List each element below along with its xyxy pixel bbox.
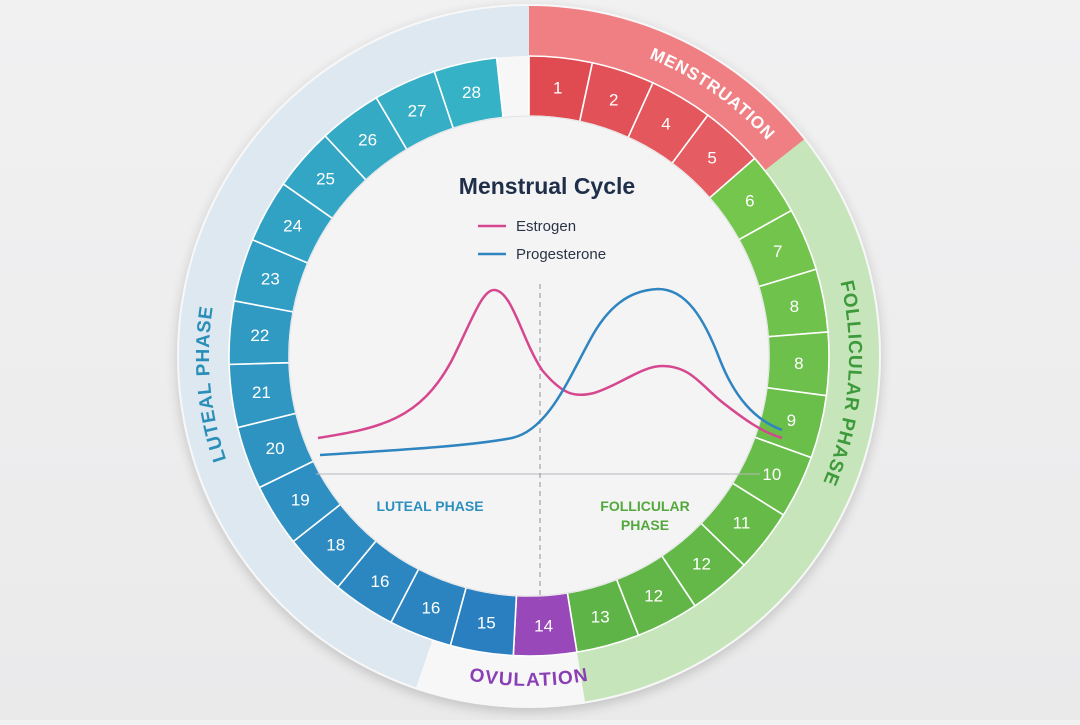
phase-bands	[179, 6, 880, 702]
band-luteal	[179, 6, 529, 688]
day-number: 26	[358, 131, 377, 150]
day-number: 11	[733, 514, 751, 533]
band-menstruation	[529, 6, 805, 171]
day-number: 20	[266, 439, 285, 458]
day-number: 9	[787, 411, 796, 430]
day-number: 5	[707, 149, 716, 168]
day-number: 6	[745, 192, 754, 211]
day-number: 1	[553, 79, 562, 98]
diagram-title: Menstrual Cycle	[459, 173, 635, 199]
day-number: 8	[790, 297, 799, 316]
legend-label-estrogen: Estrogen	[516, 218, 576, 235]
day-number: 28	[462, 83, 481, 102]
inner-panel	[288, 115, 770, 597]
day-number: 27	[408, 101, 427, 120]
day-number: 10	[762, 465, 781, 484]
legend: Estrogen Progesterone	[478, 218, 606, 263]
day-number: 2	[609, 91, 618, 110]
progesterone-curve	[319, 287, 783, 457]
day-number: 12	[692, 555, 711, 574]
day-number: 15	[477, 614, 496, 633]
inner-label-follicular-1: FOLLICULAR	[600, 498, 689, 514]
day-number: 25	[316, 170, 335, 189]
day-number: 24	[283, 217, 302, 236]
band-follicular	[576, 139, 880, 702]
day-number: 18	[326, 536, 345, 555]
day-number: 16	[421, 599, 440, 618]
estrogen-curve	[317, 288, 783, 440]
legend-label-progesterone: Progesterone	[516, 246, 606, 263]
day-number: 4	[661, 114, 670, 133]
day-number: 21	[252, 383, 271, 402]
inner-label-follicular-2: PHASE	[621, 517, 669, 533]
day-number: 13	[591, 607, 610, 626]
day-number: 22	[250, 326, 269, 345]
day-number: 14	[534, 617, 553, 636]
inner-label-luteal: LUTEAL PHASE	[376, 498, 483, 514]
day-number: 8	[794, 354, 803, 373]
day-number: 23	[261, 269, 280, 288]
day-number: 7	[773, 242, 782, 261]
day-number: 16	[371, 572, 390, 591]
day-number: 12	[644, 586, 663, 605]
day-number: 19	[291, 490, 310, 509]
